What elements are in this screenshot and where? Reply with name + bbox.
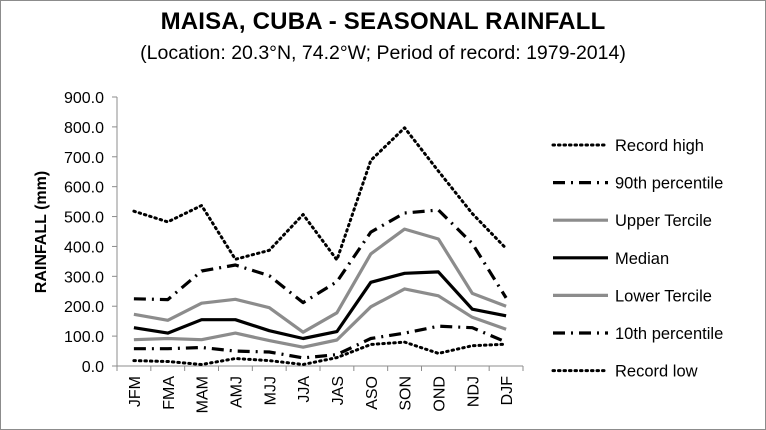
series-line-upper-tercile [133, 227, 507, 334]
series-line-lower-tercile [133, 287, 507, 349]
y-tick-label: 800.0 [64, 120, 104, 137]
axes [112, 96, 524, 371]
legend-label: Lower Tercile [615, 287, 712, 305]
y-axis-label: RAINFALL (mm) [33, 171, 50, 293]
y-tick-label: 600.0 [64, 180, 104, 197]
y-tick-label: 0.0 [82, 359, 104, 376]
legend-label: Record low [615, 363, 698, 381]
legend-label: Record high [615, 137, 704, 155]
x-tick-label: MJJ [262, 376, 279, 405]
y-tick-label: 100.0 [64, 329, 104, 346]
y-tick-labels: 0.0 100.0 200.0 300.0 400.0 500.0 600.0 700.0 80… [64, 90, 104, 376]
y-tick-label: 700.0 [64, 150, 104, 167]
x-tick-label: OND [431, 376, 448, 412]
x-tick-label: ASO [364, 376, 381, 410]
y-tick-label: 900.0 [64, 90, 104, 107]
series-lines [132, 126, 508, 366]
x-tick-label: SON [398, 376, 415, 411]
series-line-90th-percentile [133, 208, 508, 305]
x-tick-label: AMJ [228, 376, 245, 408]
chart-title: MAISA, CUBA - SEASONAL RAINFALL [160, 8, 606, 35]
x-tick-label: NDJ [465, 376, 482, 407]
x-tick-label: JFM [127, 376, 144, 407]
legend: Record high 90th percentile Upper Tercile M… [551, 137, 723, 381]
x-tick-label: MAM [195, 376, 212, 413]
y-tick-label: 200.0 [64, 299, 104, 316]
legend-label: Upper Tercile [615, 212, 712, 230]
x-tick-label: JAS [330, 376, 347, 405]
series-line-median [133, 270, 507, 341]
series-line-record-high [132, 126, 508, 262]
legend-label: 90th percentile [615, 175, 723, 193]
x-tick-label: FMA [161, 376, 178, 410]
chart-subtitle: (Location: 20.3°N, 74.2°W; Period of rec… [140, 42, 626, 64]
x-tick-label: DJF [499, 376, 516, 406]
legend-label: Median [615, 250, 669, 268]
legend-label: 10th percentile [615, 325, 723, 343]
series-line-10th-percentile [133, 324, 507, 360]
y-tick-label: 500.0 [64, 210, 104, 227]
y-tick-label: 300.0 [64, 269, 104, 286]
x-tick-labels: JFM FMA MAM AMJ MJJ JJA JAS ASO SON OND NDJ DJF [127, 376, 516, 414]
series-line-record-low [132, 340, 508, 366]
x-tick-label: JJA [296, 376, 313, 403]
y-tick-label: 400.0 [64, 239, 104, 256]
